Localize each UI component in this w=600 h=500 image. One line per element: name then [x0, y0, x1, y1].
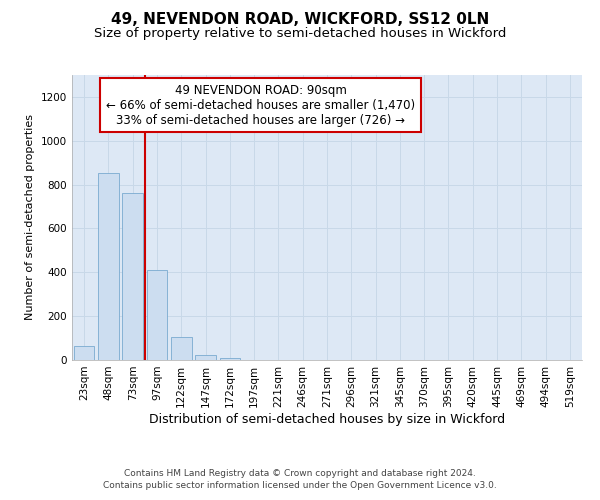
- Bar: [171, 337, 191, 360]
- Bar: [220, 358, 240, 360]
- Text: Contains HM Land Registry data © Crown copyright and database right 2024.: Contains HM Land Registry data © Crown c…: [124, 468, 476, 477]
- Y-axis label: Number of semi-detached properties: Number of semi-detached properties: [25, 114, 35, 320]
- Text: 49 NEVENDON ROAD: 90sqm
← 66% of semi-detached houses are smaller (1,470)
33% of: 49 NEVENDON ROAD: 90sqm ← 66% of semi-de…: [106, 84, 415, 126]
- Text: Size of property relative to semi-detached houses in Wickford: Size of property relative to semi-detach…: [94, 28, 506, 40]
- Bar: [122, 194, 143, 360]
- Text: 49, NEVENDON ROAD, WICKFORD, SS12 0LN: 49, NEVENDON ROAD, WICKFORD, SS12 0LN: [111, 12, 489, 28]
- Text: Contains public sector information licensed under the Open Government Licence v3: Contains public sector information licen…: [103, 481, 497, 490]
- Bar: [98, 172, 119, 360]
- Bar: [74, 346, 94, 360]
- X-axis label: Distribution of semi-detached houses by size in Wickford: Distribution of semi-detached houses by …: [149, 412, 505, 426]
- Bar: [195, 354, 216, 360]
- Bar: [146, 270, 167, 360]
